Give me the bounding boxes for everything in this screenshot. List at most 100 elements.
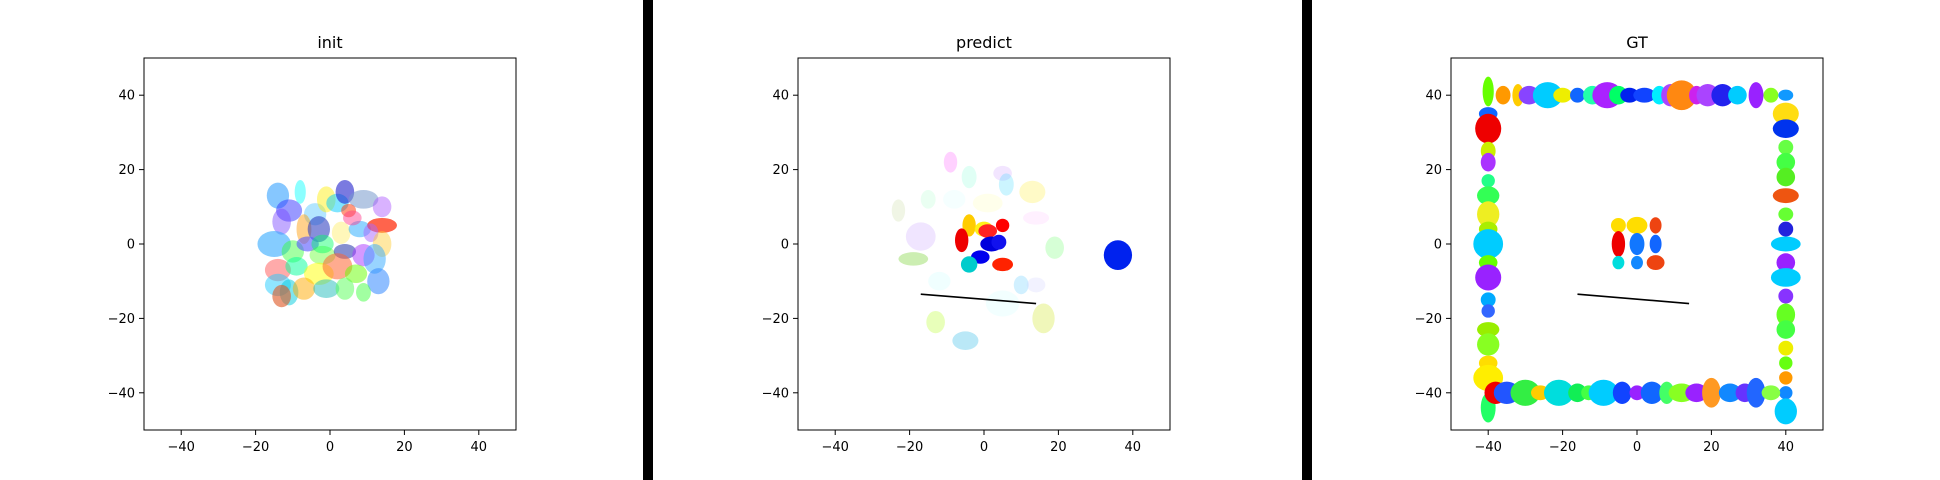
- data-ellipse: [1495, 85, 1511, 105]
- y-tick-label: 20: [1425, 163, 1442, 178]
- data-ellipse: [920, 190, 936, 209]
- data-ellipse: [1649, 217, 1662, 234]
- y-tick-label: 40: [118, 89, 135, 104]
- data-ellipse: [1631, 255, 1643, 270]
- data-ellipse: [1532, 82, 1563, 109]
- data-ellipse: [331, 221, 351, 244]
- data-ellipse: [1611, 230, 1626, 258]
- data-ellipse: [960, 256, 978, 273]
- data-ellipse: [1045, 236, 1064, 259]
- data-ellipse: [1477, 322, 1500, 337]
- panel-title: predict: [956, 33, 1012, 52]
- data-ellipse: [285, 257, 308, 276]
- data-ellipse: [1718, 383, 1742, 403]
- panel-title: GT: [1626, 33, 1648, 52]
- data-ellipse: [1612, 255, 1625, 270]
- data-ellipse: [1685, 383, 1708, 403]
- data-ellipse: [1477, 201, 1500, 228]
- data-ellipse: [356, 283, 371, 302]
- data-ellipse: [1779, 356, 1793, 370]
- y-tick-label: −20: [1415, 312, 1442, 327]
- data-ellipse: [998, 173, 1014, 196]
- y-tick-label: −40: [1415, 386, 1442, 401]
- data-ellipse: [1763, 87, 1779, 103]
- data-ellipse: [1626, 216, 1648, 234]
- data-ellipse: [1772, 119, 1799, 138]
- data-ellipse: [978, 224, 998, 238]
- x-tick-label: −20: [242, 440, 269, 455]
- y-tick-label: −40: [108, 386, 135, 401]
- data-ellipse: [1659, 381, 1675, 404]
- data-ellipse: [1776, 152, 1796, 172]
- data-ellipse: [343, 210, 362, 226]
- data-ellipse: [1633, 87, 1656, 103]
- data-ellipse: [943, 151, 958, 173]
- data-ellipse: [1646, 255, 1665, 271]
- x-tick-label: −40: [167, 440, 194, 455]
- data-ellipse: [272, 208, 291, 235]
- data-ellipse: [1620, 87, 1639, 103]
- data-ellipse: [1772, 102, 1799, 125]
- data-ellipse: [276, 199, 303, 222]
- data-ellipse: [341, 203, 357, 218]
- panel-predict: predict −40 −20 0 20 40 −40 −20 0 20 40: [762, 33, 1171, 455]
- ellipse-group: [891, 151, 1133, 351]
- data-ellipse: [993, 165, 1012, 181]
- y-tick-label: −20: [108, 312, 135, 327]
- data-ellipse: [1748, 82, 1764, 109]
- data-ellipse: [348, 190, 379, 209]
- data-ellipse: [1640, 381, 1664, 404]
- data-ellipse: [992, 257, 1014, 272]
- data-ellipse: [1776, 320, 1796, 339]
- data-ellipse: [1023, 211, 1050, 225]
- data-ellipse: [1588, 379, 1619, 406]
- data-ellipse: [1510, 379, 1541, 406]
- y-tick-label: 40: [772, 89, 789, 104]
- data-ellipse: [344, 264, 368, 284]
- data-ellipse: [1477, 186, 1500, 205]
- data-ellipse: [943, 190, 966, 209]
- data-ellipse: [1702, 377, 1721, 408]
- data-ellipse: [928, 271, 951, 291]
- data-ellipse: [1761, 385, 1781, 401]
- y-tick-label: 0: [127, 238, 135, 253]
- data-ellipse: [1666, 80, 1697, 111]
- panel-init: init −40 −20 0 20 40 −40 −20 0 20 40: [108, 33, 517, 455]
- x-tick-label: −20: [1549, 440, 1576, 455]
- data-ellipse: [905, 222, 936, 251]
- data-ellipse: [1481, 304, 1495, 318]
- data-ellipse: [1026, 277, 1046, 293]
- data-ellipse: [1610, 217, 1626, 233]
- data-ellipse: [1778, 139, 1794, 155]
- data-ellipse: [1746, 377, 1766, 408]
- y-tick-label: −40: [762, 386, 789, 401]
- data-ellipse: [296, 214, 312, 244]
- data-ellipse: [961, 165, 977, 189]
- x-tick-label: 40: [1125, 440, 1142, 455]
- data-ellipse: [294, 180, 306, 204]
- data-ellipse: [1779, 386, 1793, 400]
- data-ellipse: [1481, 174, 1495, 188]
- data-ellipse: [363, 244, 386, 274]
- data-ellipse: [926, 310, 945, 334]
- data-ellipse: [1774, 398, 1797, 425]
- data-ellipse: [311, 234, 334, 254]
- data-ellipse: [1482, 76, 1494, 107]
- x-tick-label: 0: [1633, 440, 1641, 455]
- data-ellipse: [972, 193, 1003, 213]
- trajectory-line: [1577, 293, 1690, 305]
- x-tick-label: 40: [1778, 440, 1795, 455]
- data-ellipse: [367, 268, 390, 295]
- data-ellipse: [313, 279, 340, 298]
- data-ellipse: [1019, 180, 1046, 204]
- data-ellipse: [1013, 275, 1029, 295]
- y-tick-label: 0: [1434, 238, 1442, 253]
- data-ellipse: [1480, 292, 1496, 308]
- data-ellipse: [1649, 234, 1662, 254]
- data-ellipse: [1629, 385, 1645, 401]
- data-ellipse: [985, 290, 1020, 317]
- data-ellipse: [363, 223, 379, 243]
- data-ellipse: [1778, 288, 1794, 304]
- x-tick-label: 20: [396, 440, 413, 455]
